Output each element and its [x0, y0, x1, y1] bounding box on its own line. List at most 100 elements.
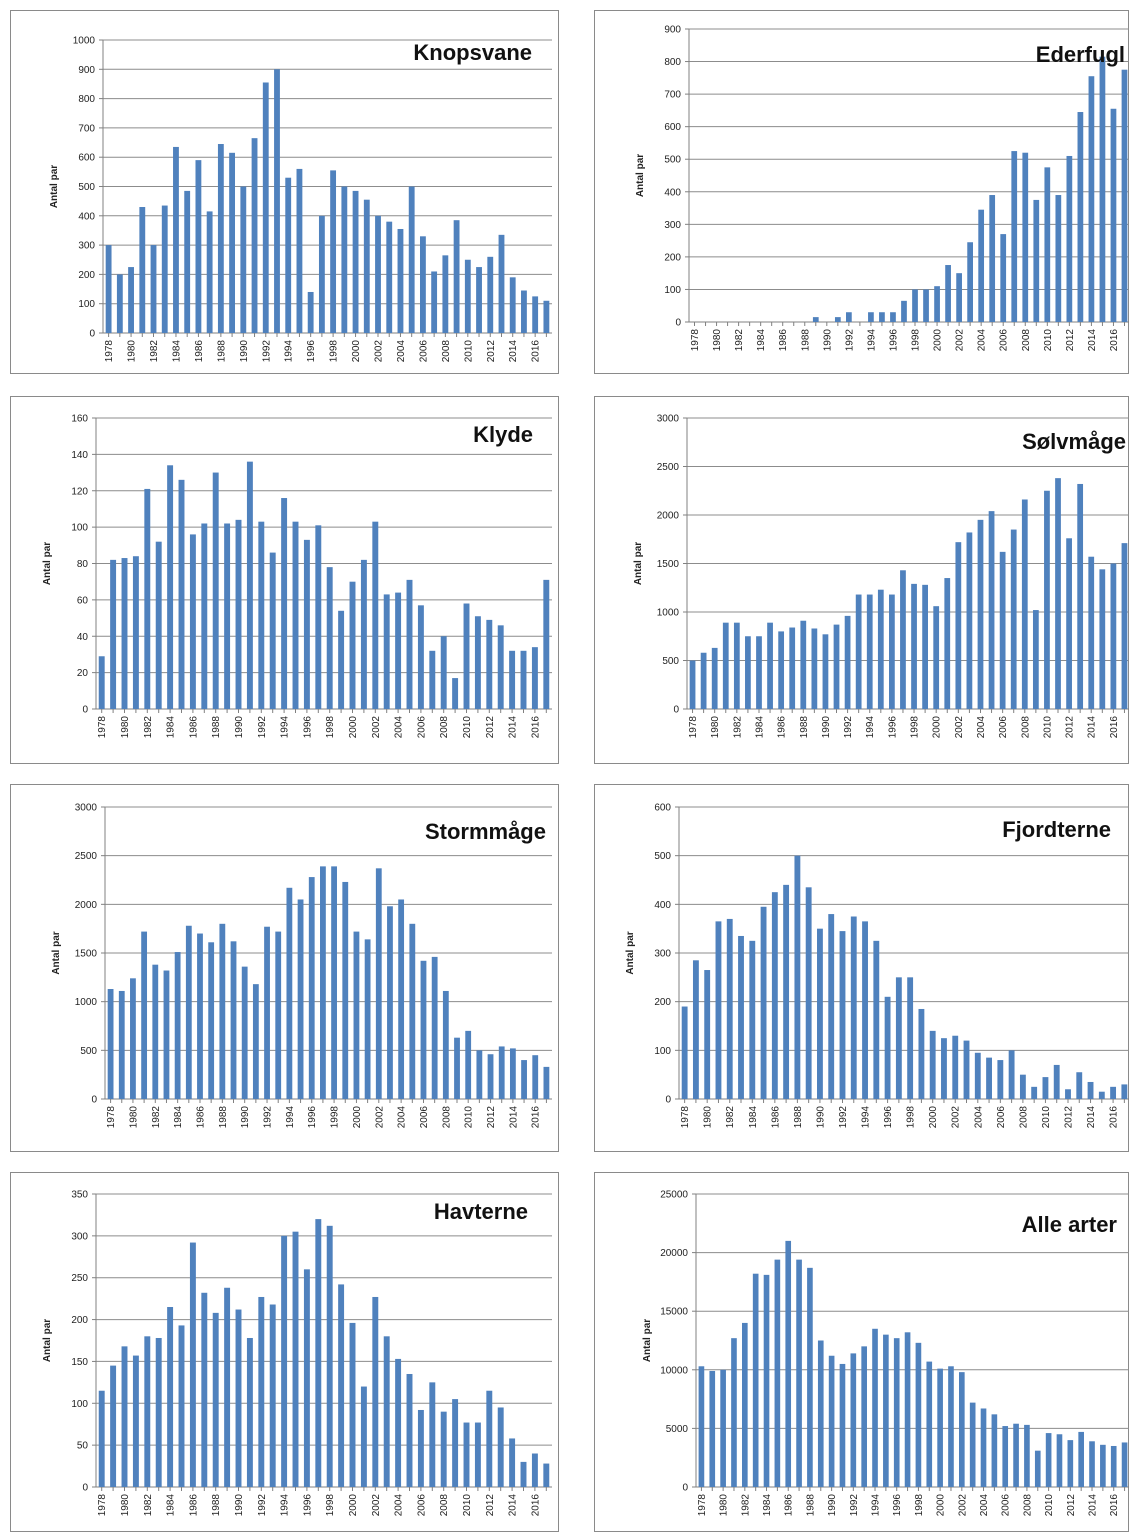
x-tick-label: 2010	[464, 1106, 475, 1129]
x-tick-label: 1986	[784, 1494, 795, 1517]
bar-1997	[901, 300, 907, 322]
x-tick-label: 2002	[371, 716, 382, 739]
bar-2013	[1076, 1072, 1083, 1099]
bar-2010	[463, 1422, 470, 1487]
y-tick-label: 0	[82, 705, 88, 716]
bar-2011	[1056, 1434, 1063, 1487]
x-tick-label: 2014	[1088, 1494, 1099, 1517]
chart-title: Fjordterne	[1002, 817, 1111, 842]
bar-1994	[281, 1235, 288, 1487]
bar-2014	[1088, 76, 1095, 323]
y-tick-label: 0	[675, 318, 681, 329]
bar-2010	[464, 259, 471, 333]
x-tick-label: 2004	[397, 1106, 408, 1129]
x-tick-label: 1978	[97, 716, 108, 739]
y-tick-label: 500	[664, 155, 681, 166]
x-tick-label: 1978	[680, 1106, 691, 1129]
x-tick-label: 1996	[307, 1106, 318, 1129]
x-tick-label: 1992	[257, 716, 268, 739]
x-tick-label: 1986	[195, 1106, 206, 1129]
bar-1979	[692, 960, 699, 1099]
bar-2011	[474, 1422, 481, 1487]
bar-2013	[497, 625, 504, 709]
y-tick-label: 400	[654, 900, 671, 911]
bar-1988	[212, 472, 219, 709]
bar-1978	[689, 660, 696, 709]
bar-2008	[440, 1411, 447, 1487]
bar-1992	[850, 1353, 857, 1487]
bar-1980	[130, 978, 136, 1099]
bar-1985	[185, 925, 192, 1099]
x-tick-label: 1988	[800, 329, 811, 352]
x-tick-label: 2006	[999, 329, 1010, 352]
bar-1996	[308, 877, 315, 1099]
bar-1984	[167, 1307, 174, 1487]
x-tick-label: 1990	[234, 1494, 245, 1517]
x-tick-label: 1998	[914, 1494, 925, 1517]
bar-1998	[326, 567, 333, 709]
bar-2012	[1066, 155, 1073, 322]
x-tick-label: 1982	[149, 340, 160, 363]
x-tick-label: 2004	[973, 1106, 984, 1129]
bar-1980	[121, 558, 128, 709]
bar-1992	[258, 1296, 265, 1487]
bar-1983	[155, 1337, 162, 1487]
bar-2006	[997, 1060, 1004, 1099]
y-tick-label: 300	[654, 949, 671, 960]
bar-2012	[1066, 538, 1072, 709]
bar-2004	[398, 899, 405, 1099]
x-tick-label: 2004	[977, 329, 988, 352]
bar-2002	[959, 1372, 965, 1487]
bar-2000	[934, 286, 940, 322]
x-tick-label: 2010	[463, 340, 474, 363]
bar-1998	[326, 1225, 333, 1487]
x-tick-label: 1994	[280, 1494, 291, 1517]
x-tick-label: 1982	[143, 716, 154, 739]
bar-2008	[442, 990, 449, 1099]
x-tick-label: 1982	[143, 1494, 154, 1517]
bar-2011	[476, 267, 482, 333]
bar-1987	[206, 211, 213, 333]
bar-1986	[189, 534, 196, 709]
bar-2013	[498, 1046, 505, 1099]
x-tick-label: 1978	[690, 329, 701, 352]
bar-2006	[417, 1409, 424, 1487]
bar-1999	[918, 1008, 925, 1099]
bar-2010	[1044, 167, 1051, 322]
bar-2005	[409, 923, 416, 1099]
bar-2012	[1067, 1440, 1074, 1487]
bar-1991	[828, 914, 835, 1099]
bar-2013	[497, 1407, 504, 1487]
bar-1986	[771, 892, 778, 1099]
bar-1983	[161, 205, 168, 333]
bar-1979	[118, 990, 125, 1099]
x-tick-label: 2014	[508, 716, 519, 739]
x-tick-label: 1984	[754, 716, 765, 739]
y-tick-label: 40	[77, 632, 89, 643]
bar-1995	[296, 168, 303, 333]
bar-1978	[98, 656, 105, 709]
bar-2002	[372, 1296, 379, 1487]
bar-1999	[923, 289, 929, 322]
bar-2011	[1055, 195, 1062, 322]
y-tick-label: 250	[71, 1273, 88, 1284]
bar-1981	[132, 1355, 139, 1487]
bar-2017	[543, 1463, 550, 1487]
x-tick-label: 2002	[954, 716, 965, 739]
y-tick-label: 700	[664, 90, 681, 101]
bar-1991	[246, 1337, 253, 1487]
x-tick-label: 1994	[865, 716, 876, 739]
x-tick-label: 2014	[1087, 716, 1098, 739]
x-tick-label: 1984	[166, 1494, 177, 1517]
y-tick-label: 1000	[657, 608, 680, 619]
y-tick-label: 160	[71, 414, 88, 425]
bar-1996	[303, 1269, 310, 1487]
chart-panel-klyde: 0 20 40 60 80 100 120 140 160 1978 1980 1982 1984 198…	[10, 396, 559, 764]
bar-1982	[742, 1322, 748, 1487]
bar-1985	[184, 190, 191, 333]
chart-ederfugl: 0 100 200 300 400 500 600 700 800 900 1978 1980 1982…	[635, 25, 1129, 352]
x-tick-label: 1982	[734, 329, 745, 352]
x-tick-label: 2008	[1021, 329, 1032, 352]
x-tick-label: 1988	[793, 1106, 804, 1129]
bar-2013	[1077, 483, 1084, 709]
